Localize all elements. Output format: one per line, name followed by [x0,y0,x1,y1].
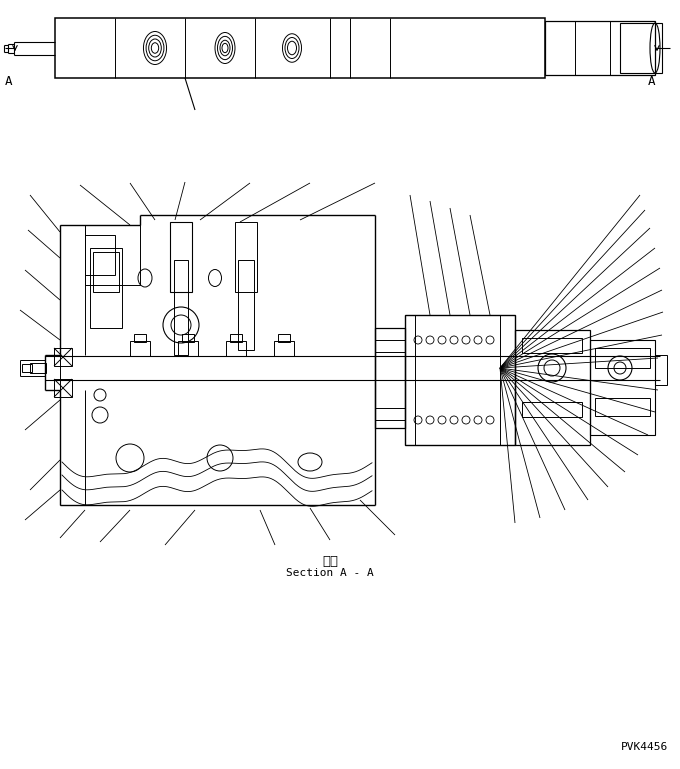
Bar [55,18,545,78]
Bar [405,315,515,445]
Bar [655,355,667,385]
Bar [595,398,650,416]
Bar [590,340,655,435]
Bar [545,21,655,75]
Text: Section A - A: Section A - A [286,568,374,578]
Bar [54,348,72,366]
Bar [375,328,405,428]
Bar [375,340,405,352]
Bar [90,248,122,328]
Bar [230,334,242,342]
Text: A: A [5,75,12,88]
Bar [238,260,254,350]
Bar [93,252,119,292]
Bar [85,235,115,275]
Bar [522,402,582,417]
Bar [278,334,290,342]
Bar [182,334,194,342]
Bar [620,23,662,73]
Bar [235,222,257,292]
Text: A: A [648,75,656,88]
Bar [595,348,650,368]
Bar [30,363,46,373]
Bar [174,260,188,355]
Bar [54,379,72,397]
Text: PVK4456: PVK4456 [621,742,668,752]
Bar [170,222,192,292]
Bar [274,341,294,356]
Bar [130,341,150,356]
Bar [522,338,582,353]
Bar [85,225,140,285]
Bar [515,330,590,445]
Bar [226,341,246,356]
Text: 断面: 断面 [322,555,338,568]
Bar [134,334,146,342]
Bar [375,408,405,420]
Bar [178,341,198,356]
Bar [22,364,32,372]
